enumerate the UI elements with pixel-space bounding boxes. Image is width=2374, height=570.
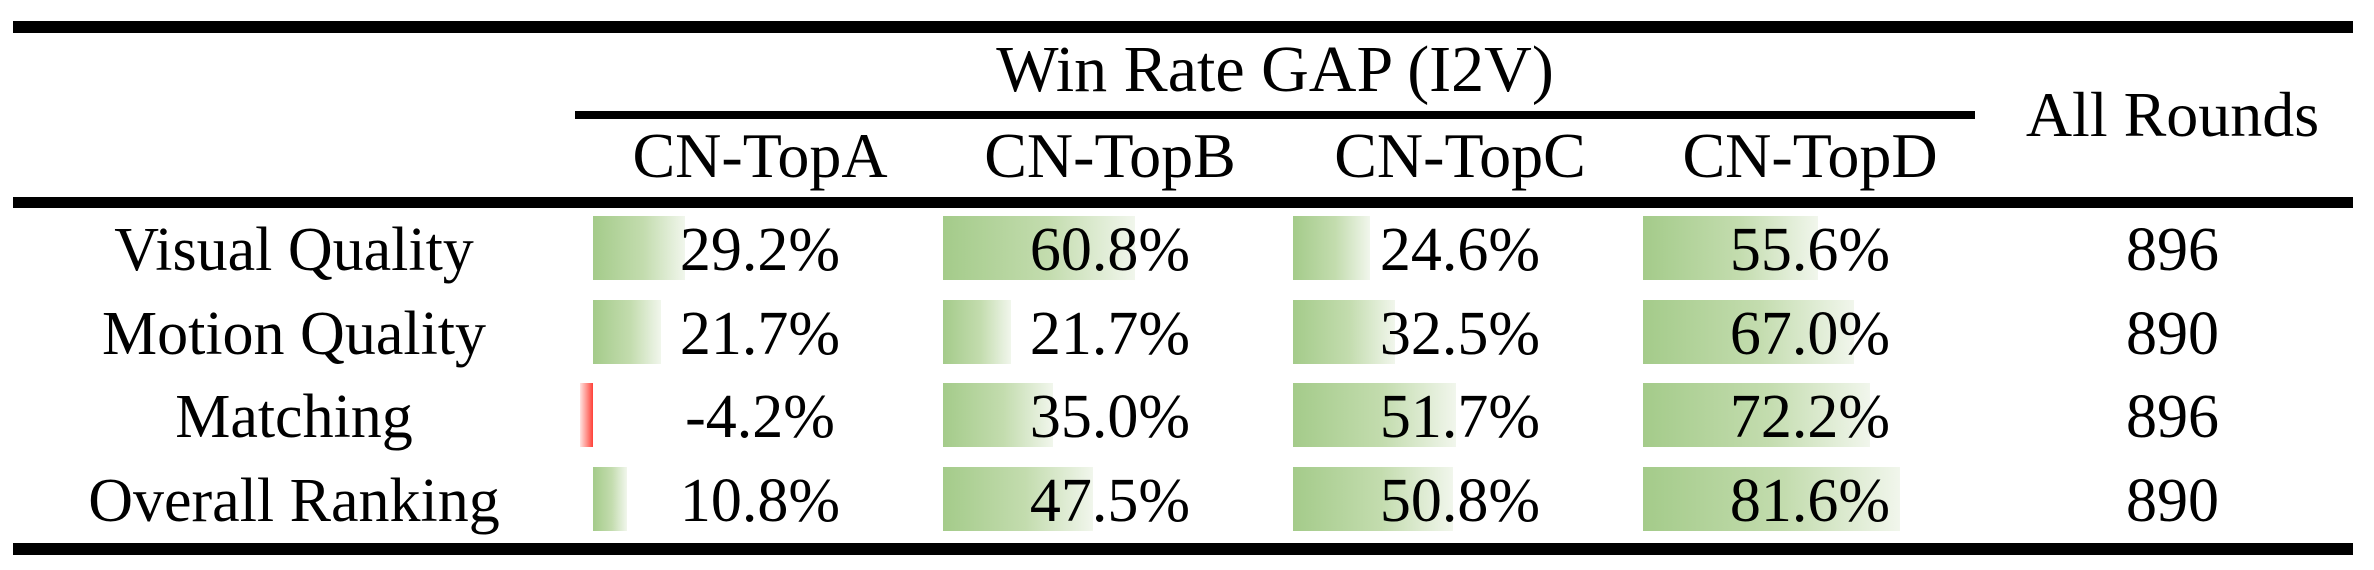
table-row: Matching -4.2% 35.0% 51.7% 72.2% 896 (0, 376, 2374, 460)
value-text: 21.7% (679, 299, 841, 368)
data-bar (943, 466, 1093, 531)
row-label: Overall Ranking (88, 466, 500, 535)
bottom-rule-divider (13, 543, 2353, 555)
value-cell: 10.8% (585, 460, 935, 544)
value-text: 51.7% (1379, 383, 1541, 451)
all-rounds-value: 896 (2126, 216, 2219, 284)
data-bar (943, 383, 1054, 447)
value-cell: 21.7% (935, 293, 1285, 377)
data-bar (1643, 383, 1871, 447)
data-bar (1293, 466, 1454, 531)
value-cell: 51.7% (1285, 376, 1635, 460)
data-bar (593, 216, 685, 280)
group-header-underline-divider (575, 111, 1975, 119)
value-text: 24.6% (1379, 216, 1541, 284)
value-text: -4.2% (685, 383, 835, 451)
header-body-rule-divider (13, 197, 2353, 208)
value-cell: 81.6% (1635, 460, 1985, 544)
group-header-win-rate-gap: Win Rate GAP (I2V) (996, 33, 1554, 106)
column-header-cn-topd: CN-TopD (1682, 120, 1938, 191)
table-body: Visual Quality 29.2% 60.8% 24.6% 55.6% 896 Mot… (0, 209, 2374, 543)
column-header-cn-topc: CN-TopC (1334, 120, 1586, 191)
value-text: 60.8% (1029, 216, 1191, 284)
data-bar (943, 216, 1135, 280)
value-text: 67.0% (1729, 299, 1891, 368)
value-text: 10.8% (679, 466, 841, 535)
value-cell: 29.2% (585, 209, 935, 293)
top-rule-divider (13, 21, 2353, 33)
table-row: Motion Quality 21.7% 21.7% 32.5% 67.0% 890 (0, 293, 2374, 377)
data-bar (593, 299, 662, 364)
value-text: 32.5% (1379, 299, 1541, 368)
value-cell: 35.0% (935, 376, 1285, 460)
all-rounds-value: 890 (2126, 466, 2219, 535)
column-header-cn-topb: CN-TopB (984, 120, 1236, 191)
data-bar (943, 299, 1012, 364)
value-cell: 55.6% (1635, 209, 1985, 293)
negative-data-bar (579, 383, 593, 447)
data-bar (1293, 216, 1371, 280)
row-label: Matching (175, 383, 413, 451)
value-cell: 72.2% (1635, 376, 1985, 460)
value-cell: 60.8% (935, 209, 1285, 293)
value-cell: 24.6% (1285, 209, 1635, 293)
all-rounds-value: 890 (2126, 299, 2219, 368)
value-cell: 50.8% (1285, 460, 1635, 544)
value-text: 47.5% (1029, 466, 1191, 535)
table-row: Visual Quality 29.2% 60.8% 24.6% 55.6% 896 (0, 209, 2374, 293)
value-text: 29.2% (679, 216, 841, 284)
value-cell: 32.5% (1285, 293, 1635, 377)
value-cell: 47.5% (935, 460, 1285, 544)
data-bar (593, 466, 628, 531)
value-text: 50.8% (1379, 466, 1541, 535)
data-bar (1643, 466, 1901, 531)
value-text: 35.0% (1029, 383, 1191, 451)
row-label: Motion Quality (101, 299, 487, 368)
value-text: 72.2% (1729, 383, 1891, 451)
data-bar (1293, 383, 1456, 447)
value-cell: 21.7% (585, 293, 935, 377)
data-bar (1643, 216, 1819, 280)
value-text: 21.7% (1029, 299, 1191, 368)
value-cell: 67.0% (1635, 293, 1985, 377)
all-rounds-value: 896 (2126, 383, 2219, 451)
data-bar (1293, 299, 1396, 364)
column-header-cn-topa: CN-TopA (632, 120, 888, 191)
value-text: 81.6% (1729, 466, 1891, 535)
table-row: Overall Ranking 10.8% 47.5% 50.8% 81.6% 890 (0, 460, 2374, 544)
column-header-all-rounds: All Rounds (2025, 79, 2320, 150)
value-cell: -4.2% (579, 376, 935, 460)
row-label: Visual Quality (114, 216, 474, 284)
data-bar (1643, 299, 1855, 364)
value-text: 55.6% (1729, 216, 1891, 284)
